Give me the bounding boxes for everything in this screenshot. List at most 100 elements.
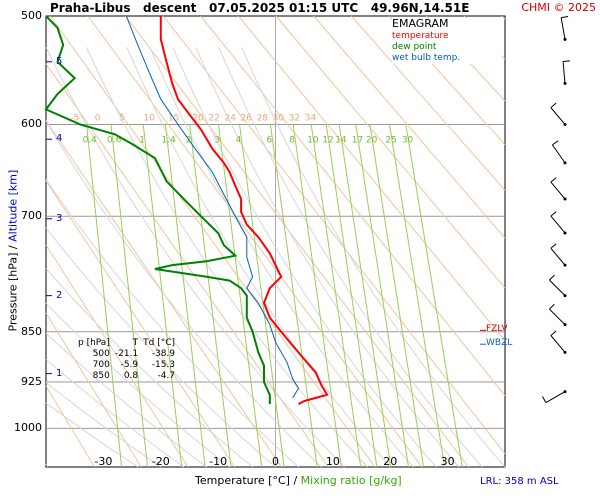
y-axis-separator: / bbox=[6, 245, 20, 250]
moist-adiabat bbox=[45, 402, 63, 415]
moist-adiabat bbox=[354, 395, 370, 415]
moist-adiabat bbox=[255, 449, 276, 468]
moist-adiabat bbox=[80, 270, 101, 294]
mixing-ratio-line bbox=[142, 124, 183, 468]
adiabat-label: 22 bbox=[208, 113, 219, 123]
moist-adiabat bbox=[304, 293, 320, 316]
moist-adiabat bbox=[45, 382, 64, 397]
table-cell: -15.3 bbox=[151, 360, 176, 370]
moist-adiabat bbox=[75, 221, 95, 248]
adiabat-label: 0 bbox=[95, 113, 101, 123]
adiabat-label: 10 bbox=[144, 113, 156, 123]
moist-adiabat bbox=[273, 356, 290, 378]
mixing-ratio-line bbox=[269, 124, 318, 468]
station-coords: 49.96N,14.51E bbox=[370, 1, 470, 15]
moist-adiabat bbox=[67, 293, 90, 316]
moist-adiabat bbox=[312, 270, 328, 294]
moist-adiabat bbox=[230, 169, 247, 197]
y-tick-label: 700 bbox=[21, 209, 42, 223]
table-cell: -4.7 bbox=[157, 371, 176, 381]
wind-barb-staff bbox=[550, 215, 566, 234]
moist-adiabat bbox=[95, 140, 113, 170]
dry-adiabat bbox=[45, 244, 189, 468]
adiabat-label: 34 bbox=[305, 113, 317, 123]
legend-title: EMAGRAM bbox=[392, 17, 449, 30]
moist-adiabat bbox=[164, 414, 188, 433]
moist-adiabat bbox=[437, 414, 454, 433]
wind-barb-flag bbox=[550, 177, 557, 183]
mixing-ratio-line bbox=[217, 124, 263, 468]
table-header: p [hPa] T Td [°C] bbox=[78, 338, 180, 349]
moist-adiabat bbox=[164, 80, 180, 112]
table-cell: -5.9 bbox=[120, 360, 139, 370]
moist-adiabat bbox=[421, 449, 437, 468]
moist-adiabat bbox=[195, 246, 212, 271]
mixing-ratio-line bbox=[389, 124, 446, 468]
moist-adiabat bbox=[402, 336, 418, 358]
moist-adiabat bbox=[255, 80, 272, 112]
moist-adiabat bbox=[57, 140, 77, 170]
dry-adiabat bbox=[45, 180, 236, 468]
moist-adiabat bbox=[45, 268, 49, 271]
moist-adiabat bbox=[452, 432, 468, 451]
moist-adiabat bbox=[209, 80, 226, 112]
y-tick-label: 600 bbox=[21, 117, 42, 131]
moist-adiabat bbox=[117, 111, 134, 142]
series-dew-point bbox=[44, 15, 271, 405]
moist-adiabat bbox=[379, 336, 395, 358]
moist-adiabat bbox=[358, 270, 374, 294]
moist-adiabat bbox=[94, 376, 118, 397]
moist-adiabat bbox=[158, 356, 179, 378]
moist-adiabat bbox=[283, 221, 299, 248]
table-cell: 850 bbox=[92, 371, 110, 381]
moist-adiabat bbox=[297, 246, 314, 271]
moist-adiabat bbox=[145, 270, 164, 294]
moist-adiabat bbox=[231, 449, 253, 468]
mixing-ratio-line bbox=[239, 124, 285, 468]
x-tick-label: 0 bbox=[272, 455, 279, 468]
moist-adiabat bbox=[139, 414, 163, 433]
moist-adiabat bbox=[201, 111, 218, 142]
adiabat-label: 28 bbox=[257, 113, 269, 123]
moist-adiabat bbox=[62, 395, 88, 415]
moist-adiabat bbox=[285, 140, 301, 170]
moist-adiabat bbox=[243, 270, 259, 294]
moist-adiabat bbox=[207, 169, 224, 197]
moist-adiabat bbox=[222, 196, 239, 223]
moist-adiabat bbox=[197, 395, 218, 415]
mixing-ratio-label: 8 bbox=[289, 135, 295, 145]
moist-adiabat bbox=[86, 432, 113, 451]
altitude-tick-label: 2 bbox=[56, 289, 63, 301]
moist-adiabat bbox=[310, 432, 329, 451]
moist-adiabat bbox=[162, 293, 182, 316]
table-cell: -21.1 bbox=[114, 349, 139, 359]
moist-adiabat bbox=[274, 246, 291, 271]
mixing-ratio-line bbox=[355, 124, 409, 468]
moist-adiabat bbox=[303, 449, 322, 468]
x-tick-label: -20 bbox=[151, 455, 170, 468]
altitude-tick-label: 4 bbox=[56, 133, 63, 145]
moist-adiabat bbox=[211, 315, 229, 337]
dry-adiabat bbox=[162, 15, 506, 455]
moist-adiabat bbox=[232, 80, 249, 112]
moist-adiabat bbox=[247, 111, 264, 142]
moist-adiabat bbox=[285, 432, 305, 451]
moist-adiabat bbox=[85, 47, 103, 81]
mixing-ratio-line bbox=[405, 124, 463, 468]
x-tick-label: 30 bbox=[440, 455, 455, 468]
moist-adiabat bbox=[210, 270, 228, 294]
moist-adiabat bbox=[446, 395, 462, 415]
moist-adiabat bbox=[131, 293, 151, 316]
moist-adiabat bbox=[291, 196, 307, 223]
moist-adiabat bbox=[149, 376, 171, 397]
wind-barb-staff bbox=[560, 17, 566, 40]
moist-adiabat bbox=[299, 169, 316, 197]
moist-adiabat bbox=[62, 79, 80, 112]
wind-barb-flag bbox=[563, 60, 571, 63]
mixing-ratio-line bbox=[325, 124, 378, 468]
wind-barb-dot bbox=[563, 263, 567, 267]
adiabat-label: -5 bbox=[70, 113, 79, 123]
moist-adiabat bbox=[408, 376, 424, 397]
lrl-label: LRL: 358 m ASL bbox=[480, 476, 559, 487]
moist-adiabat bbox=[75, 169, 94, 197]
